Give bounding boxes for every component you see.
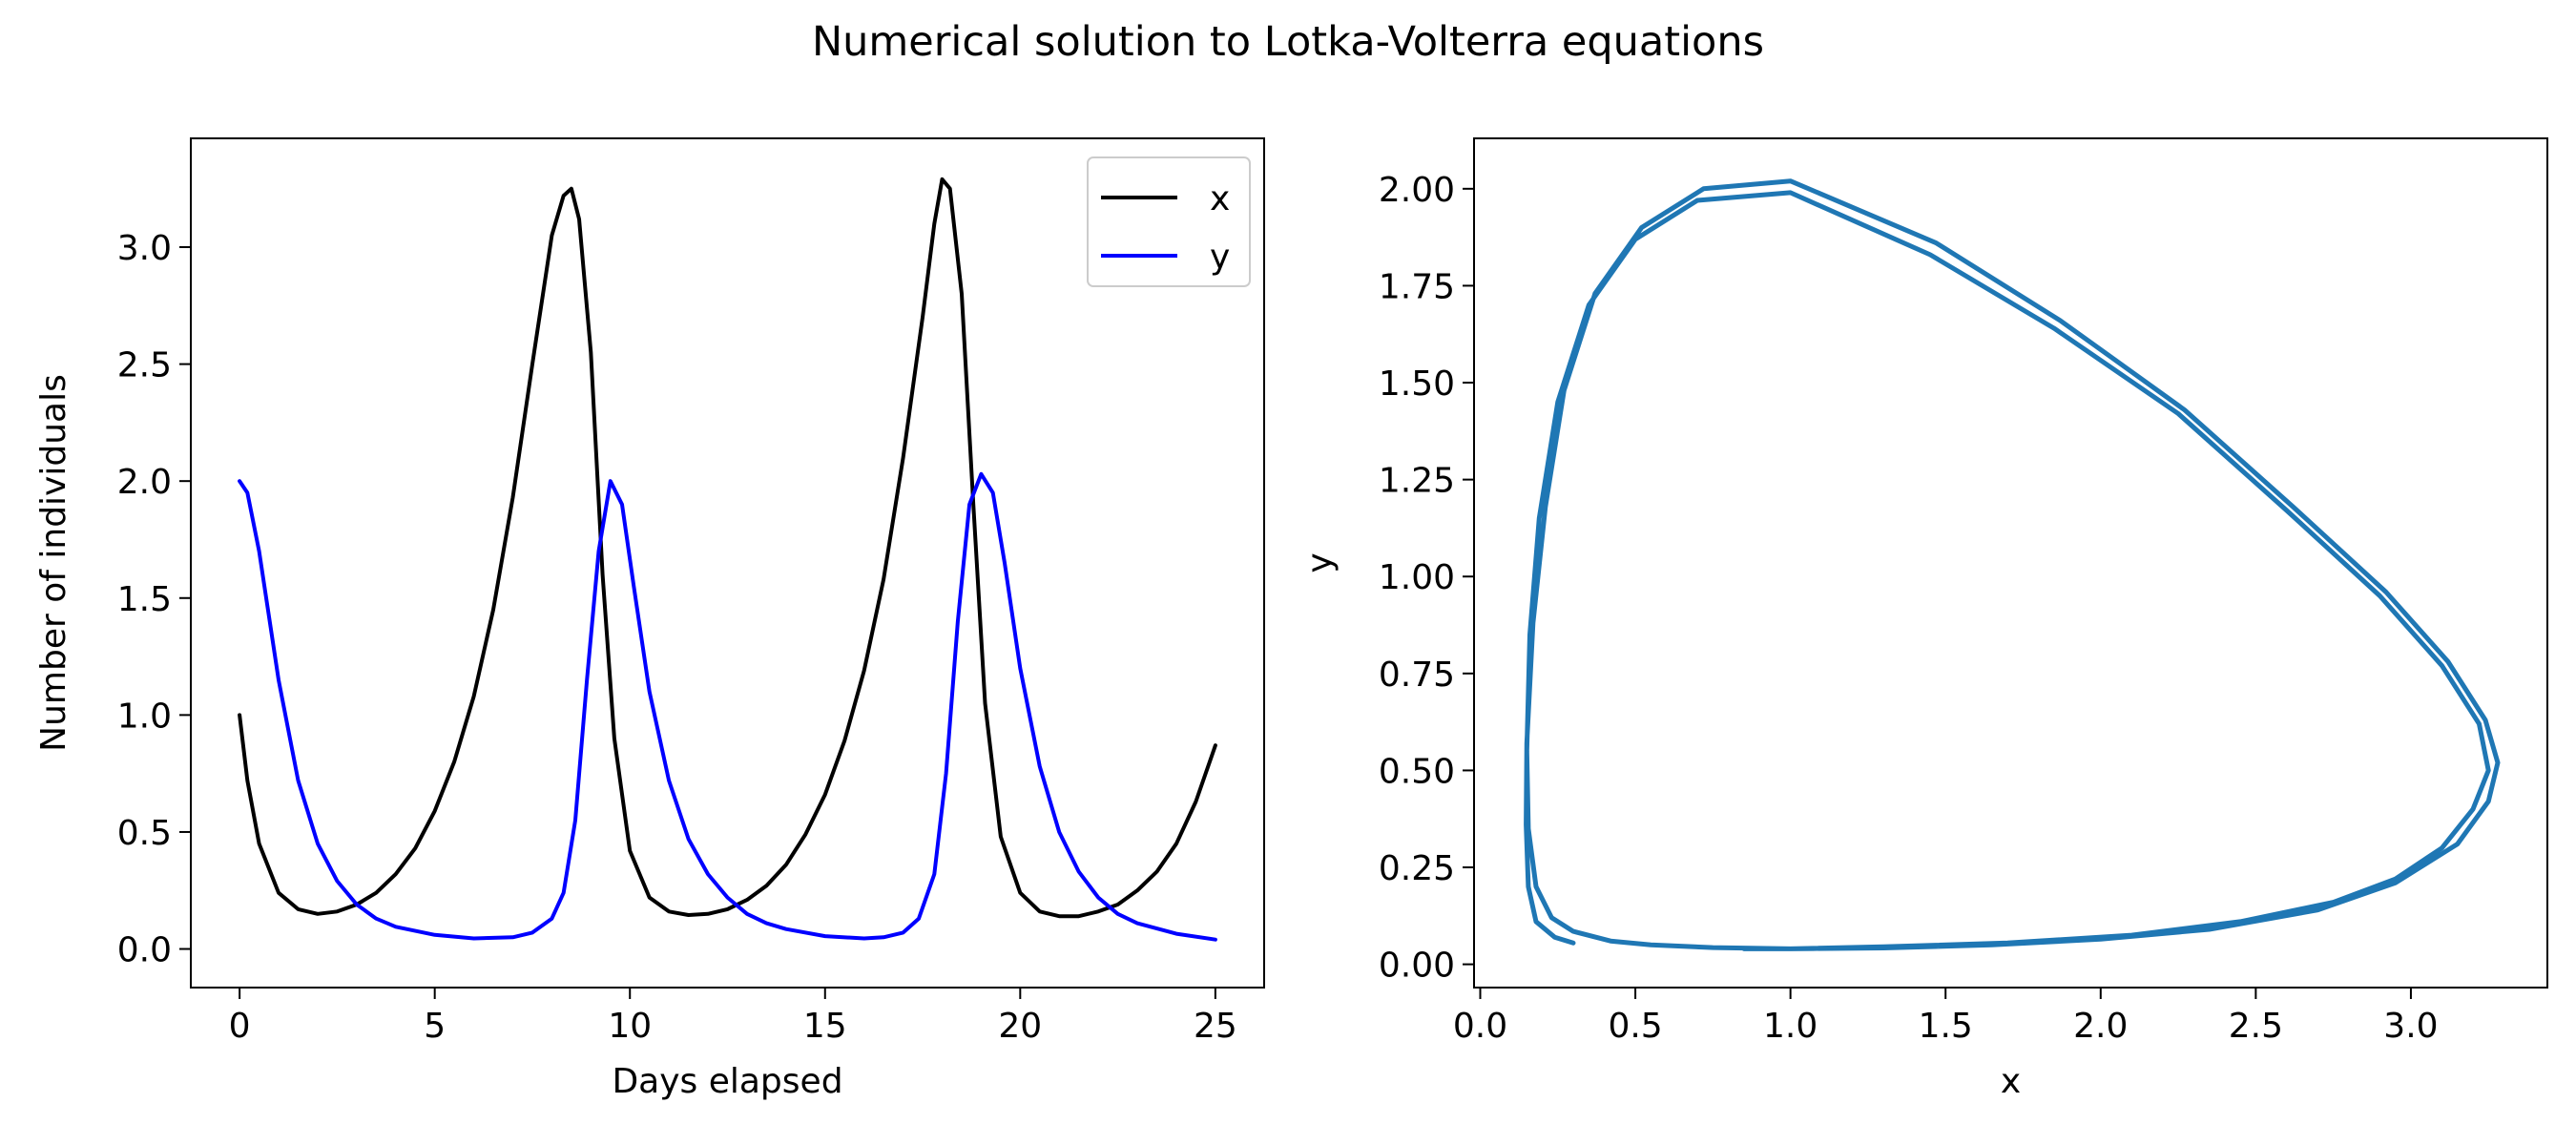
x-tick-label: 3.0: [2383, 1007, 2438, 1046]
left-chart-panel: 0 5 10 15 20 25 0.0 0.5 1.0 1.5 2.0 2.5 3.0 Days elap…: [34, 137, 1265, 1101]
x-tick-label: 15: [803, 1007, 847, 1046]
y-tick-label: 0.5: [117, 814, 172, 853]
x-tick-label: 0.5: [1608, 1007, 1662, 1046]
x-axis-label: x: [2001, 1062, 2021, 1101]
series-line-trajectory-0: [1524, 178, 2501, 951]
y-tick-label: 1.5: [117, 580, 172, 619]
x-axis-label: Days elapsed: [612, 1062, 842, 1101]
y-tick-label: 1.75: [1379, 267, 1455, 306]
y-tick-label: 2.00: [1379, 171, 1455, 210]
x-tick-label: 1.0: [1763, 1007, 1818, 1046]
x-tick-label: 1.5: [1919, 1007, 1973, 1046]
y-tick-label: 1.25: [1379, 462, 1455, 501]
series-line-y: [238, 471, 1217, 942]
y-tick-label: 0.0: [117, 931, 172, 970]
x-tick-label: 5: [424, 1007, 446, 1046]
y-axis-label: y: [1300, 552, 1340, 572]
y-tick-label: 3.0: [117, 229, 172, 268]
x-tick-label: 20: [998, 1007, 1042, 1046]
x-tick-label: 0.0: [1453, 1007, 1507, 1046]
y-tick-label: 0.00: [1379, 947, 1455, 986]
plot-frame: [190, 137, 1265, 989]
legend-label-x: x: [1210, 179, 1230, 219]
right-chart-panel: 0.0 0.5 1.0 1.5 2.0 2.5 3.0 0.00 0.25 0.50 0.75 1.0…: [1300, 137, 2548, 1101]
x-tick-label: 25: [1194, 1007, 1237, 1046]
x-tick-label: 10: [608, 1007, 652, 1046]
x-tick-label: 2.5: [2229, 1007, 2283, 1046]
y-tick-label: 1.50: [1379, 364, 1455, 404]
plot-frame: [1473, 137, 2548, 989]
y-tick-label: 2.0: [117, 463, 172, 502]
y-axis-label: Number of individuals: [34, 374, 73, 752]
series-line-x: [238, 177, 1217, 919]
y-tick-label: 0.75: [1379, 656, 1455, 695]
x-tick-label: 2.0: [2073, 1007, 2128, 1046]
x-tick-label: 0: [229, 1007, 251, 1046]
y-tick-label: 1.00: [1379, 558, 1455, 597]
y-tick-label: 0.50: [1379, 752, 1455, 791]
y-tick-label: 0.25: [1379, 849, 1455, 888]
legend-label-y: y: [1210, 238, 1230, 277]
y-tick-label: 1.0: [117, 697, 172, 736]
y-tick-label: 2.5: [117, 346, 172, 385]
figure-title: Numerical solution to Lotka-Volterra equ…: [812, 18, 1764, 66]
